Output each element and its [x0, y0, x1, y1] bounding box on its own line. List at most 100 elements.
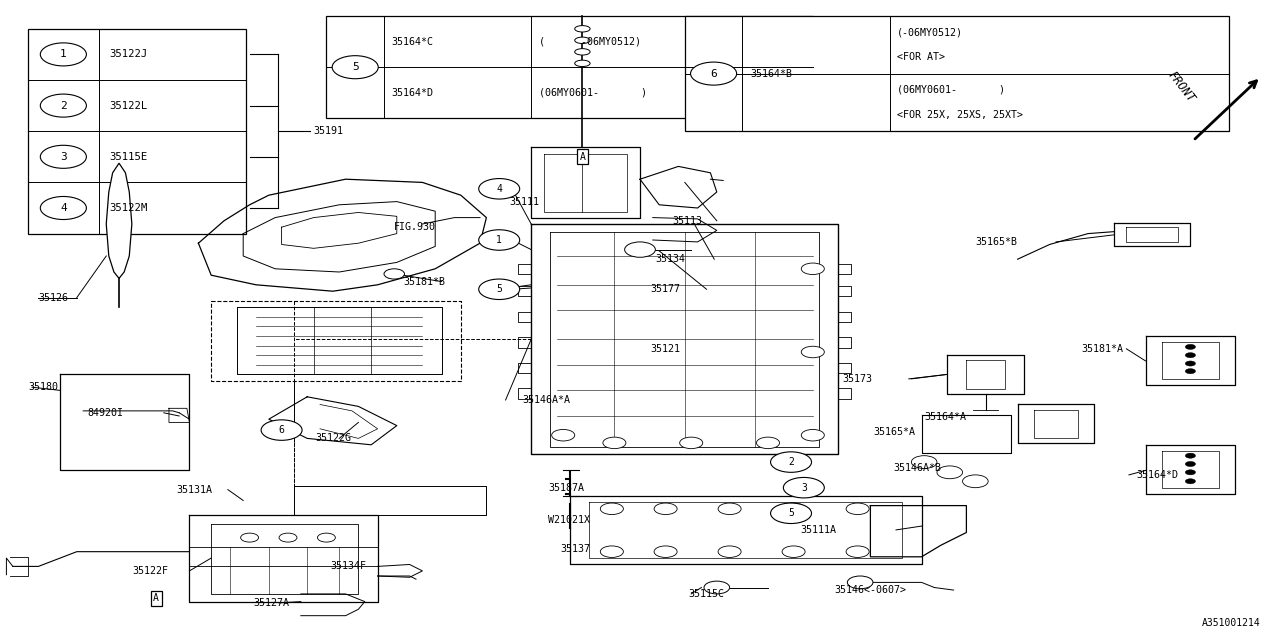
Text: <FOR 25X, 25XS, 25XT>: <FOR 25X, 25XS, 25XT> [897, 110, 1023, 120]
Circle shape [384, 269, 404, 279]
Text: 35127A: 35127A [253, 598, 289, 608]
Polygon shape [106, 163, 132, 278]
Circle shape [333, 56, 379, 79]
Circle shape [654, 546, 677, 557]
Circle shape [1185, 369, 1196, 374]
Text: 35122F: 35122F [132, 566, 168, 576]
Text: 35126: 35126 [38, 292, 68, 303]
Text: 1: 1 [60, 49, 67, 60]
Text: 35137: 35137 [561, 544, 590, 554]
Text: (-06MY0512): (-06MY0512) [897, 27, 964, 37]
Text: 35134: 35134 [655, 254, 685, 264]
Text: (06MY0601-       ): (06MY0601- ) [539, 88, 646, 98]
Circle shape [261, 420, 302, 440]
Circle shape [846, 546, 869, 557]
Text: 35164*B: 35164*B [750, 68, 792, 79]
Text: 35191: 35191 [314, 126, 343, 136]
Circle shape [782, 503, 805, 515]
Circle shape [771, 452, 812, 472]
Text: 4: 4 [497, 184, 502, 194]
Text: 35111: 35111 [509, 196, 539, 207]
Text: (06MY0601-       ): (06MY0601- ) [897, 84, 1005, 95]
Circle shape [783, 477, 824, 498]
Text: 35146A*A: 35146A*A [522, 395, 571, 405]
Text: 35181*B: 35181*B [403, 276, 445, 287]
Text: 5: 5 [352, 62, 358, 72]
Text: 35164*D: 35164*D [392, 88, 434, 98]
Text: 35177: 35177 [650, 284, 680, 294]
Circle shape [718, 503, 741, 515]
Circle shape [1185, 453, 1196, 458]
Text: 35146<-0607>: 35146<-0607> [835, 585, 906, 595]
Circle shape [1185, 344, 1196, 349]
Ellipse shape [575, 60, 590, 67]
Ellipse shape [575, 37, 590, 44]
Text: 35122J: 35122J [109, 49, 147, 60]
Text: 35115E: 35115E [109, 152, 147, 162]
Text: 2: 2 [60, 100, 67, 111]
Text: 3: 3 [801, 483, 806, 493]
Text: 35122L: 35122L [109, 100, 147, 111]
Circle shape [1185, 470, 1196, 475]
Text: A: A [154, 593, 159, 604]
Text: 6: 6 [710, 68, 717, 79]
Text: <FOR AT>: <FOR AT> [897, 52, 946, 63]
Circle shape [552, 429, 575, 441]
Text: 84920I: 84920I [87, 408, 123, 418]
Text: 35115C: 35115C [689, 589, 724, 599]
Text: FIG.930: FIG.930 [394, 222, 436, 232]
Text: 35111A: 35111A [800, 525, 836, 535]
Text: 35164*D: 35164*D [1137, 470, 1179, 480]
Text: A: A [580, 152, 585, 162]
Text: 35164*C: 35164*C [392, 36, 434, 47]
Text: 35122G: 35122G [315, 433, 351, 444]
Circle shape [41, 94, 87, 117]
Circle shape [41, 145, 87, 168]
Text: 35181*A: 35181*A [1082, 344, 1124, 354]
Circle shape [911, 456, 937, 468]
Text: 35165*B: 35165*B [975, 237, 1018, 247]
Text: 35146A*B: 35146A*B [893, 463, 942, 474]
Circle shape [654, 503, 677, 515]
Circle shape [963, 475, 988, 488]
Text: 3: 3 [60, 152, 67, 162]
Circle shape [691, 62, 737, 85]
Text: FRONT: FRONT [1165, 68, 1198, 104]
Text: 35131A: 35131A [177, 484, 212, 495]
Circle shape [600, 503, 623, 515]
Ellipse shape [575, 49, 590, 55]
Circle shape [680, 437, 703, 449]
Text: 35165*A: 35165*A [873, 427, 915, 437]
Circle shape [718, 546, 741, 557]
Circle shape [1185, 479, 1196, 484]
Text: 35122M: 35122M [109, 203, 147, 213]
Circle shape [801, 429, 824, 441]
Text: W21021X: W21021X [548, 515, 590, 525]
Circle shape [1185, 361, 1196, 366]
Circle shape [846, 503, 869, 515]
Circle shape [41, 196, 87, 220]
Text: 4: 4 [60, 203, 67, 213]
Circle shape [317, 533, 335, 542]
Circle shape [279, 533, 297, 542]
Text: 35121: 35121 [650, 344, 680, 354]
Circle shape [603, 437, 626, 449]
Bar [685, 16, 1229, 131]
Text: 35134F: 35134F [330, 561, 366, 572]
Text: 2: 2 [788, 457, 794, 467]
Text: 35173: 35173 [842, 374, 872, 384]
Text: A351001214: A351001214 [1202, 618, 1261, 628]
Circle shape [756, 437, 780, 449]
Circle shape [771, 503, 812, 524]
Text: 35180: 35180 [28, 382, 58, 392]
Circle shape [479, 179, 520, 199]
Text: 35113: 35113 [672, 216, 701, 226]
Text: 5: 5 [497, 284, 502, 294]
Circle shape [801, 346, 824, 358]
Circle shape [625, 242, 655, 257]
Circle shape [801, 263, 824, 275]
Text: (      -06MY0512): ( -06MY0512) [539, 36, 641, 47]
Circle shape [241, 533, 259, 542]
Circle shape [704, 581, 730, 594]
Circle shape [479, 230, 520, 250]
